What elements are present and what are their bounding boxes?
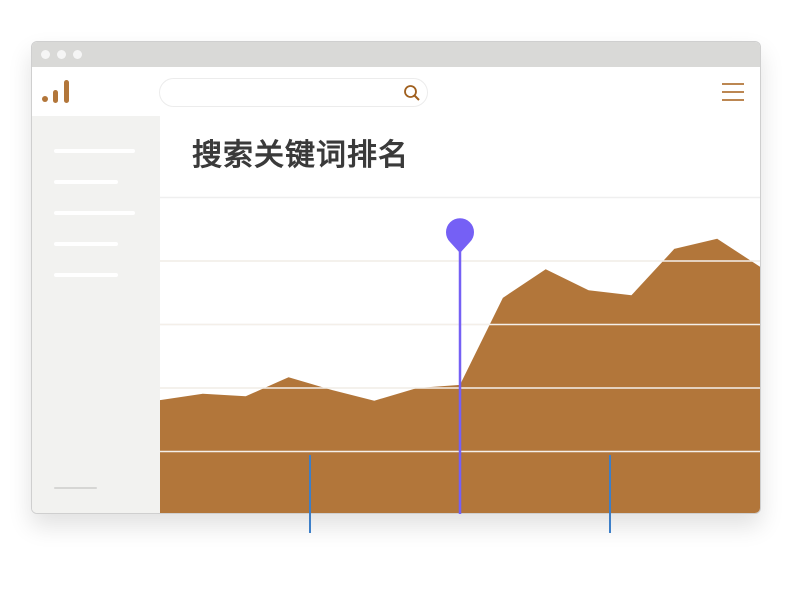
bar-chart-logo-icon [42, 80, 69, 103]
browser-window: 搜索关键词排名 [31, 41, 761, 514]
sidebar-item[interactable] [54, 149, 135, 153]
sidebar-item[interactable] [54, 211, 135, 215]
sidebar-item[interactable] [54, 242, 118, 246]
search-input[interactable] [159, 78, 428, 107]
sidebar-item[interactable] [54, 180, 118, 184]
window-dot-maximize[interactable] [73, 50, 82, 59]
page-title: 搜索关键词排名 [192, 138, 409, 173]
search-icon[interactable] [403, 84, 421, 102]
title-bar [32, 42, 760, 67]
sidebar [32, 116, 160, 513]
window-dot-minimize[interactable] [57, 50, 66, 59]
map-pin-icon [446, 218, 475, 253]
sidebar-footer-line [54, 487, 97, 489]
sidebar-item[interactable] [54, 273, 118, 277]
window-dot-close[interactable] [41, 50, 50, 59]
hamburger-menu-icon[interactable] [722, 82, 744, 102]
area-series [160, 238, 760, 513]
